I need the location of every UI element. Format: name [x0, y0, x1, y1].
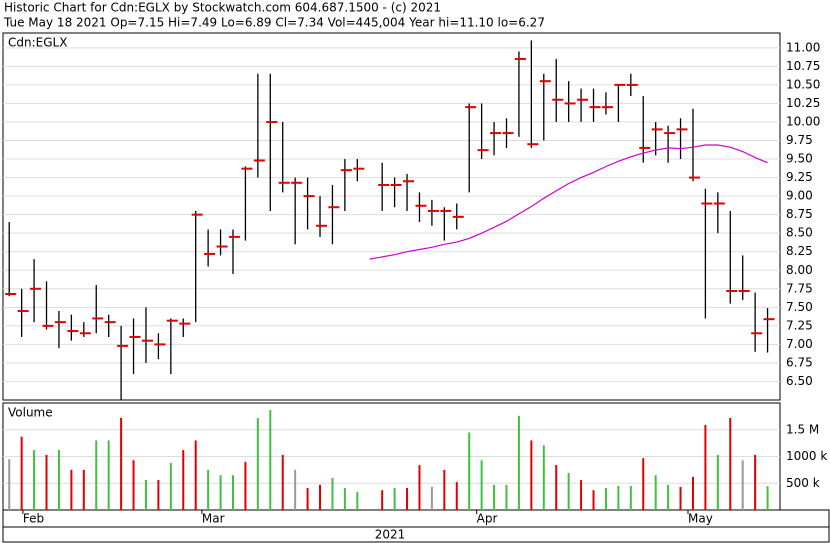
volume-bar — [194, 440, 197, 510]
volume-bar — [20, 436, 23, 510]
moving-average — [369, 144, 768, 260]
volume-bar — [182, 450, 185, 510]
volume-bar — [691, 476, 694, 510]
y-tick-label: 7.00 — [786, 337, 813, 351]
volume-bar — [580, 480, 583, 510]
volume-bar — [256, 417, 259, 510]
volume-bar — [157, 480, 160, 510]
volume-bar — [766, 486, 769, 510]
y-tick-label: 6.50 — [786, 374, 813, 388]
volume-bar — [82, 469, 85, 510]
y-tick-label: 8.00 — [786, 263, 813, 277]
y-tick-label: 10.50 — [786, 77, 820, 91]
volume-bar — [517, 415, 520, 510]
x-tick-label: Mar — [202, 512, 225, 526]
chart-subtitle: Tue May 18 2021 Op=7.15 Hi=7.49 Lo=6.89 … — [3, 16, 545, 30]
volume-bar — [45, 454, 48, 510]
year-strip — [2, 526, 830, 543]
y-tick-label: 10.25 — [786, 96, 820, 110]
y-tick-label: 9.00 — [786, 189, 813, 203]
volume-bar — [642, 458, 645, 510]
volume-bar — [679, 486, 682, 510]
year-label: 2021 — [375, 528, 406, 542]
volume-bar — [604, 488, 607, 510]
volume-bar — [729, 417, 732, 510]
y-tick-label: 11.00 — [786, 40, 820, 54]
volume-bar — [567, 473, 570, 510]
volume-bar — [443, 469, 446, 510]
volume-bar — [269, 409, 272, 510]
volume-bar — [493, 484, 496, 510]
volume-bar — [57, 450, 60, 510]
y-tick-label: 9.50 — [786, 152, 813, 166]
x-tick-label: Apr — [477, 512, 498, 526]
volume-tick-label: 1.5 M — [786, 422, 819, 436]
price-panel — [2, 32, 781, 401]
volume-bar — [741, 460, 744, 510]
y-tick-label: 7.75 — [786, 281, 813, 295]
volume-bar — [343, 488, 346, 510]
volume-label: Volume — [8, 406, 53, 420]
volume-bar — [120, 417, 123, 510]
volume-bar — [381, 490, 384, 510]
volume-bar — [468, 432, 471, 510]
volume-bar — [754, 454, 757, 510]
volume-bar — [231, 475, 234, 510]
y-tick-label: 8.25 — [786, 244, 813, 258]
volume-bar — [716, 454, 719, 510]
y-tick-label: 9.75 — [786, 133, 813, 147]
volume-bar — [418, 465, 421, 510]
volume-tick-label: 1000 k — [786, 449, 827, 463]
x-tick-label: May — [688, 512, 713, 526]
volume-bar — [207, 469, 210, 510]
volume-bar — [132, 460, 135, 510]
volume-bar — [592, 490, 595, 510]
volume-bar — [219, 475, 222, 510]
volume-bar — [505, 484, 508, 510]
volume-bar — [70, 469, 73, 510]
symbol-label: Cdn:EGLX — [8, 36, 67, 50]
volume-bar — [244, 461, 247, 510]
volume-tick-label: 500 k — [786, 476, 820, 490]
y-tick-label: 10.75 — [786, 59, 820, 73]
volume-bar — [107, 440, 110, 510]
volume-bar — [8, 459, 11, 510]
volume-bar — [169, 462, 172, 510]
volume-bar — [629, 485, 632, 510]
volume-bar — [430, 486, 433, 510]
volume-bar — [393, 488, 396, 510]
volume-bar — [306, 488, 309, 510]
volume-bar — [480, 460, 483, 510]
y-tick-label: 9.25 — [786, 170, 813, 184]
y-tick-label: 8.75 — [786, 207, 813, 221]
volume-bar — [331, 477, 334, 510]
volume-bar — [281, 454, 284, 510]
volume-bar — [654, 475, 657, 510]
volume-bar — [319, 484, 322, 510]
volume-bar — [33, 450, 36, 510]
y-tick-label: 7.25 — [786, 318, 813, 332]
chart-title: Historic Chart for Cdn:EGLX by Stockwatc… — [4, 1, 441, 15]
volume-bar — [95, 440, 98, 510]
plot: 6.50 6.75 7.00 7.25 7.50 7.75 8.00 8.25 8.50 8.75… — [3, 40, 827, 526]
volume-bar — [667, 484, 670, 510]
volume-bar — [356, 491, 359, 510]
volume-bar — [555, 465, 558, 510]
volume-bar — [542, 445, 545, 510]
y-tick-label: 10.00 — [786, 114, 820, 128]
y-tick-label: 7.50 — [786, 300, 813, 314]
volume-bar — [617, 485, 620, 510]
volume-bar — [530, 440, 533, 510]
volume-bar — [455, 482, 458, 510]
x-tick-label: Feb — [23, 512, 44, 526]
volume-bar — [406, 488, 409, 510]
y-tick-label: 8.50 — [786, 226, 813, 240]
y-tick-label: 6.75 — [786, 355, 813, 369]
volume-bar — [144, 480, 147, 510]
volume-bar — [294, 469, 297, 510]
volume-bar — [704, 424, 707, 510]
